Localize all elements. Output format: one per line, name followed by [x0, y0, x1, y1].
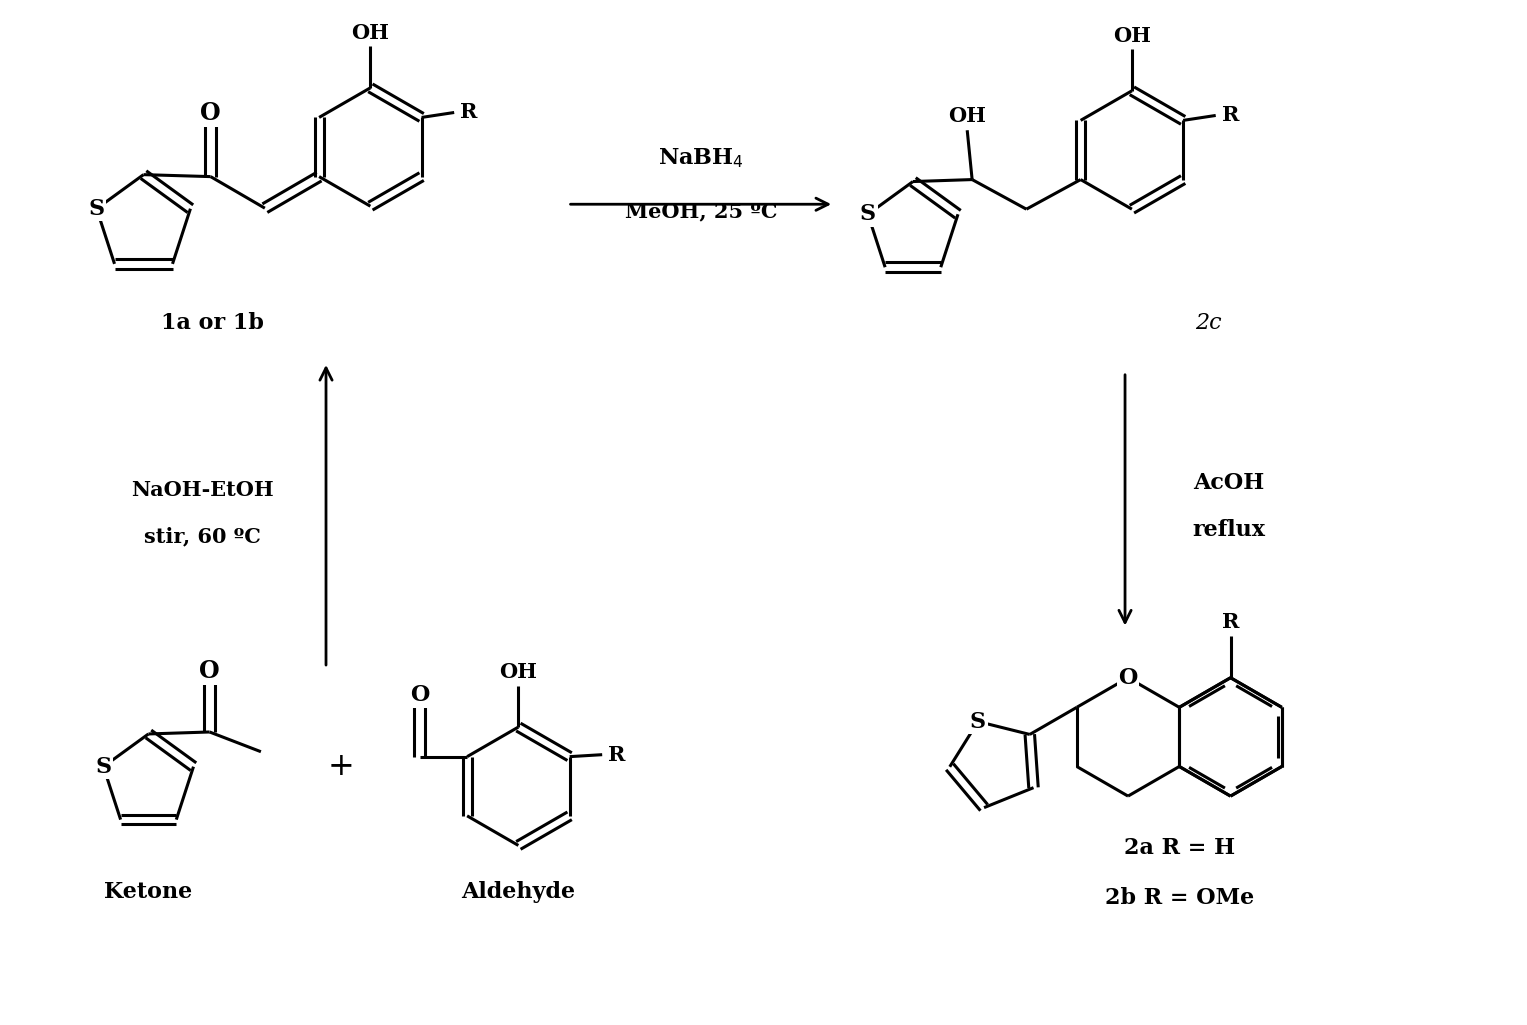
Text: R: R: [460, 102, 478, 123]
Text: OH: OH: [948, 107, 986, 126]
Text: S: S: [970, 710, 986, 733]
Text: O: O: [200, 101, 221, 125]
Text: O: O: [411, 685, 429, 706]
Text: reflux: reflux: [1193, 519, 1264, 541]
Text: NaOH-EtOH: NaOH-EtOH: [131, 481, 273, 500]
Text: S: S: [95, 755, 111, 778]
Text: O: O: [1118, 666, 1138, 689]
Text: NaBH$_4$: NaBH$_4$: [658, 147, 744, 170]
Text: R: R: [608, 745, 626, 765]
Text: Ketone: Ketone: [104, 880, 192, 903]
Text: stir, 60 ºC: stir, 60 ºC: [144, 527, 261, 546]
Text: S: S: [860, 203, 876, 226]
Text: OH: OH: [351, 23, 389, 43]
Text: R: R: [1222, 106, 1240, 125]
Text: O: O: [200, 659, 220, 683]
Text: S: S: [89, 198, 105, 219]
Text: 1a or 1b: 1a or 1b: [162, 312, 264, 333]
Text: 2c: 2c: [1196, 312, 1222, 333]
Text: OH: OH: [1113, 26, 1151, 45]
Text: +: +: [327, 751, 354, 782]
Text: 2b R = OMe: 2b R = OMe: [1104, 887, 1254, 909]
Text: Aldehyde: Aldehyde: [461, 880, 576, 903]
Text: MeOH, 25 ºC: MeOH, 25 ºC: [625, 201, 777, 221]
Text: R: R: [1222, 613, 1240, 632]
Text: 2a R = H: 2a R = H: [1124, 837, 1235, 859]
Text: AcOH: AcOH: [1193, 473, 1264, 494]
Text: OH: OH: [499, 662, 538, 682]
